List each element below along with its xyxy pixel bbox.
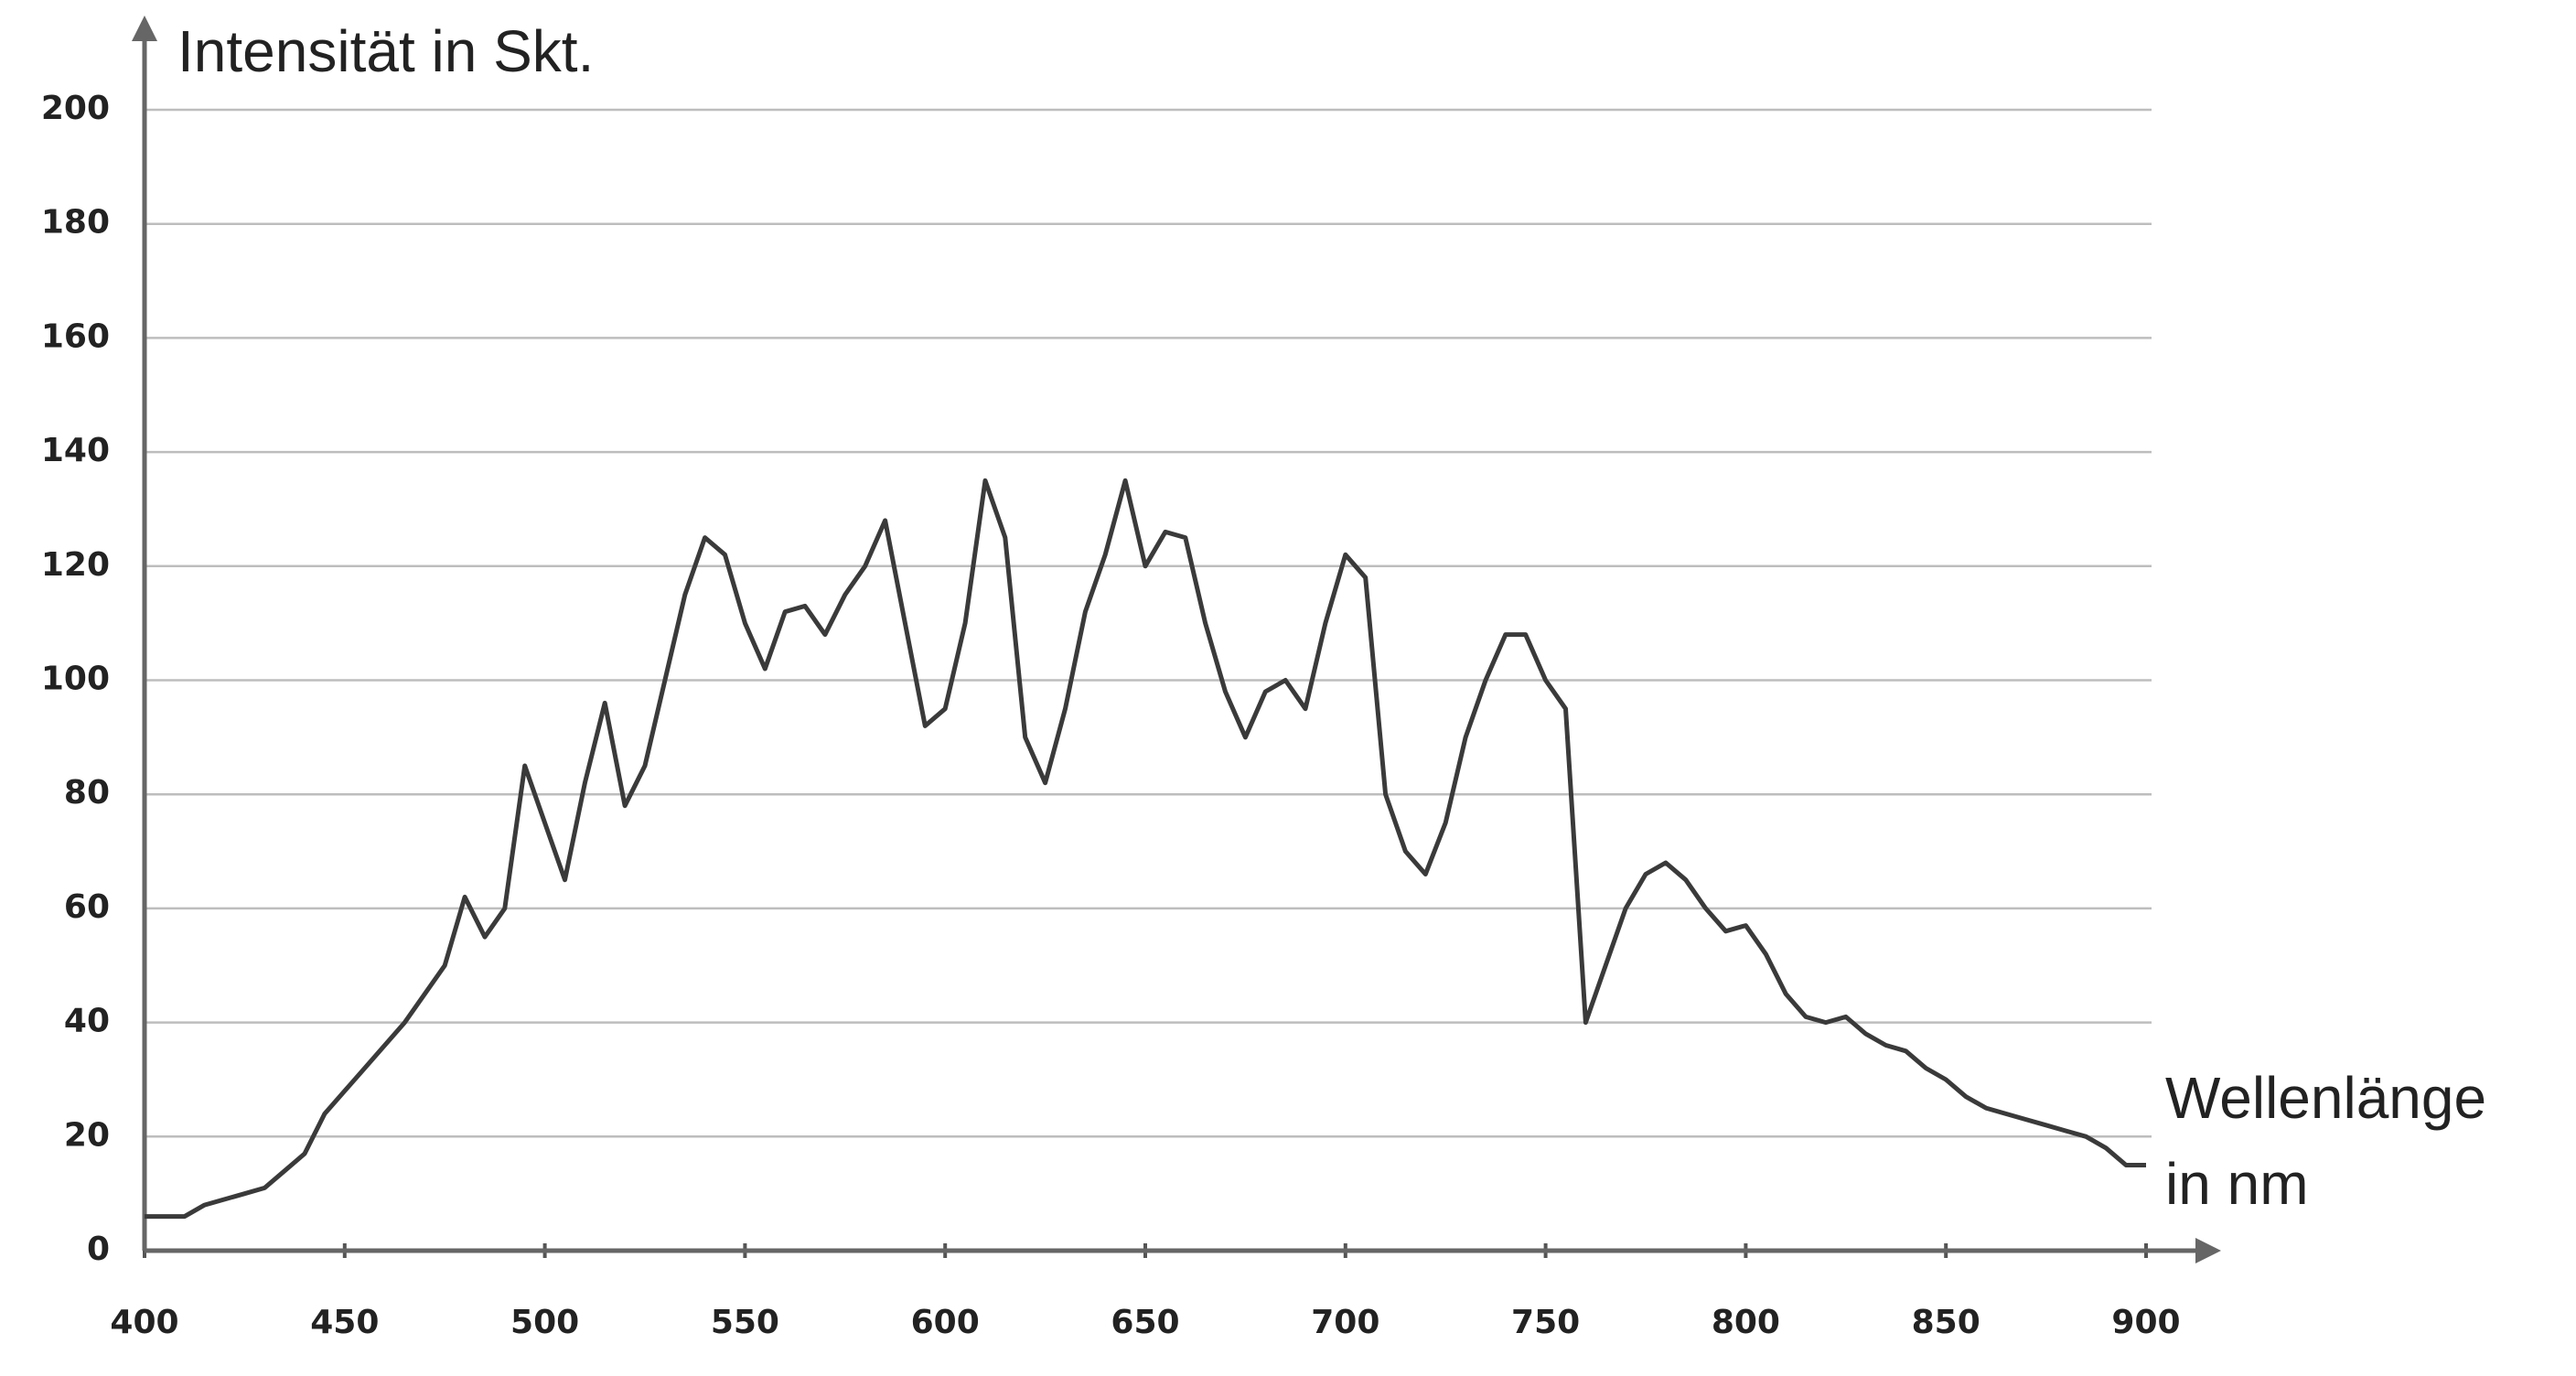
- y-axis-label: Intensität in Skt.: [177, 18, 594, 84]
- y-tick-label: 140: [41, 432, 110, 469]
- y-tick-label: 200: [41, 90, 110, 127]
- x-tick-label: 650: [1111, 1304, 1179, 1341]
- y-tick-label: 120: [41, 546, 110, 584]
- x-tick-label: 750: [1511, 1304, 1580, 1341]
- y-tick-label: 40: [64, 1003, 110, 1040]
- y-tick-label: 160: [41, 317, 110, 355]
- x-tick-label: 700: [1311, 1304, 1379, 1341]
- x-axis-label: Wellenlänge: [2165, 1065, 2486, 1131]
- y-tick-label: 0: [87, 1231, 110, 1268]
- x-tick-label: 400: [110, 1304, 178, 1341]
- x-tick-label: 900: [2111, 1304, 2180, 1341]
- y-axis-arrow: [132, 16, 157, 41]
- y-tick-label: 180: [41, 204, 110, 242]
- data-line: [145, 478, 2146, 1220]
- x-tick-label: 850: [1912, 1304, 1980, 1341]
- y-tick-label: 80: [64, 774, 110, 812]
- x-tick-label: 800: [1712, 1304, 1780, 1341]
- y-tick-label: 20: [64, 1116, 110, 1154]
- y-tick-label: 100: [41, 661, 110, 698]
- x-tick-label: 500: [510, 1304, 579, 1341]
- x-axis-label: in nm: [2165, 1151, 2309, 1217]
- x-axis-arrow: [2195, 1238, 2221, 1263]
- y-tick-label: 60: [64, 888, 110, 926]
- x-tick-label: 450: [310, 1304, 379, 1341]
- x-tick-label: 550: [711, 1304, 779, 1341]
- x-tick-label: 600: [911, 1304, 980, 1341]
